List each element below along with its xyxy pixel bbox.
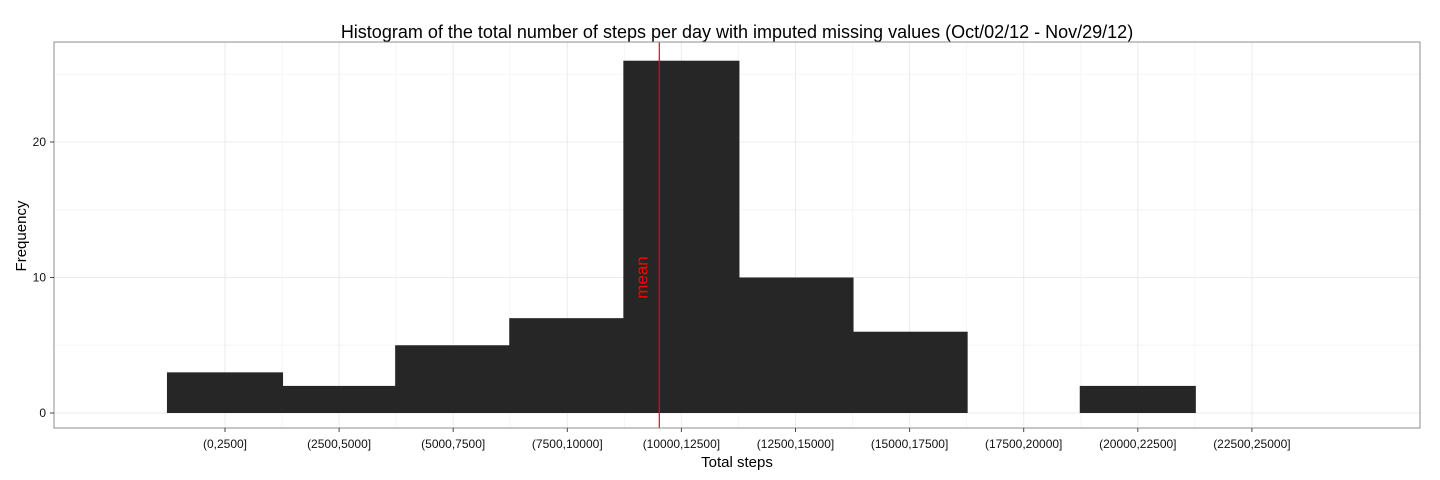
y-axis: 0 10 20: [33, 135, 54, 420]
x-tick-label: (17500,20000]: [985, 437, 1062, 451]
x-tick-label: (15000,17500]: [871, 437, 948, 451]
bar-(2500,5000]: [281, 385, 398, 413]
x-tick-label: (12500,15000]: [757, 437, 834, 451]
bar-(0,2500]: [166, 372, 284, 413]
bar-(10000,12500]: [623, 60, 740, 413]
x-tick-label: (7500,10000]: [532, 437, 603, 451]
bar-(5000,7500]: [395, 345, 512, 413]
x-tick-label: (10000,12500]: [643, 437, 720, 451]
bar-(7500,10000]: [509, 318, 626, 413]
mean-marker: mean: [632, 42, 660, 428]
y-tick-label: 0: [39, 406, 46, 420]
bar-(15000,17500]: [851, 331, 968, 413]
x-tick-label: (22500,25000]: [1213, 437, 1290, 451]
x-axis-title: Total steps: [701, 454, 773, 471]
y-axis-title: Frequency: [13, 200, 30, 271]
x-tick-label: (20000,22500]: [1099, 437, 1176, 451]
y-tick-label: 20: [33, 135, 47, 149]
x-tick-label: (5000,7500]: [421, 437, 485, 451]
chart-title: Histogram of the total number of steps p…: [341, 22, 1133, 42]
plot-panel: [53, 41, 1421, 429]
y-tick-label: 10: [33, 271, 47, 285]
mean-label: mean: [632, 256, 651, 299]
bar-(12500,15000]: [737, 277, 854, 413]
x-axis: (0,2500] (2500,5000] (5000,7500] (7500,1000…: [203, 428, 1291, 451]
x-tick-label: (0,2500]: [203, 437, 247, 451]
bars: [166, 60, 1196, 413]
x-tick-label: (2500,5000]: [307, 437, 371, 451]
bar-(20000,22500]: [1079, 385, 1196, 413]
